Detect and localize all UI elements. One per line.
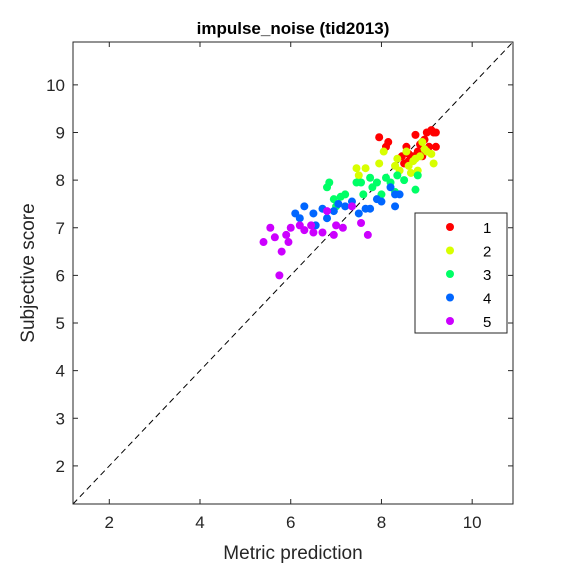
data-point-series-2	[427, 149, 436, 158]
data-point-series-4	[309, 209, 318, 218]
legend-marker-4	[446, 293, 454, 302]
y-tick-label: 4	[56, 362, 65, 381]
data-point-series-3	[372, 178, 381, 187]
y-tick-label: 6	[56, 266, 65, 285]
data-point-series-2	[418, 138, 427, 147]
legend-label-4: 4	[483, 291, 491, 308]
legend-label-5: 5	[483, 314, 491, 331]
data-point-series-5	[332, 221, 341, 230]
data-point-series-5	[282, 230, 291, 239]
data-point-series-3	[400, 176, 409, 185]
legend-marker-1	[446, 223, 454, 231]
data-point-series-2	[361, 164, 370, 173]
legend-label-1: 1	[483, 220, 491, 237]
y-tick-label: 2	[56, 457, 65, 476]
x-tick-label: 10	[463, 513, 482, 532]
legend-marker-5	[446, 317, 454, 325]
data-point-series-5	[300, 226, 309, 235]
data-point-series-3	[341, 190, 350, 199]
data-point-series-5	[284, 238, 293, 247]
data-point-series-2	[420, 145, 429, 154]
data-point-series-3	[366, 173, 375, 182]
y-tick-label: 8	[56, 171, 65, 190]
y-axis-label: Subjective score	[18, 203, 39, 342]
data-point-series-1	[375, 133, 384, 142]
diagonal-reference-line	[72, 41, 514, 505]
x-tick-label: 6	[286, 513, 295, 532]
data-point-series-2	[406, 168, 415, 177]
data-point-series-2	[393, 154, 402, 163]
x-tick-label: 4	[195, 513, 204, 532]
data-point-series-5	[347, 202, 356, 211]
data-point-series-4	[295, 214, 304, 223]
data-point-series-4	[366, 204, 375, 213]
y-tick-label: 5	[56, 314, 65, 333]
data-point-series-1	[431, 142, 440, 151]
data-point-series-4	[354, 209, 363, 218]
data-point-series-5	[275, 271, 284, 280]
legend-label-2: 2	[483, 244, 491, 261]
y-tick-label: 7	[56, 219, 65, 238]
data-point-series-5	[270, 233, 279, 242]
axes-box	[72, 41, 514, 505]
data-point-series-3	[413, 171, 422, 180]
data-point-series-2	[429, 159, 438, 168]
data-point-series-5	[329, 230, 338, 239]
y-tick-label: 10	[46, 76, 65, 95]
data-point-series-4	[386, 183, 395, 192]
data-point-series-2	[375, 159, 384, 168]
legend-marker-2	[446, 246, 454, 255]
data-point-series-4	[391, 202, 400, 211]
chart-title: impulse_noise (tid2013)	[197, 19, 390, 38]
legend-label-3: 3	[483, 267, 491, 284]
x-axis-label: Metric prediction	[223, 543, 362, 564]
data-point-series-4	[334, 199, 343, 208]
data-point-series-1	[431, 128, 440, 137]
data-point-series-5	[338, 223, 347, 232]
data-point-series-3	[411, 185, 420, 194]
data-point-series-5	[357, 218, 366, 227]
data-point-series-5	[266, 223, 275, 232]
legend: 1 2 3 4 5	[414, 212, 508, 334]
legend-box	[414, 212, 508, 334]
data-point-series-1	[411, 130, 420, 139]
data-point-series-5	[277, 247, 286, 256]
data-point-series-2	[402, 147, 411, 156]
data-point-series-4	[341, 202, 350, 211]
data-point-series-2	[354, 171, 363, 180]
data-point-series-2	[416, 152, 425, 161]
data-point-series-5	[307, 221, 316, 230]
data-point-series-5	[323, 207, 332, 216]
data-point-series-3	[325, 178, 334, 187]
data-point-series-1	[384, 138, 393, 147]
data-point-series-5	[318, 228, 327, 237]
data-point-series-4	[329, 207, 338, 216]
data-point-series-5	[363, 230, 372, 239]
data-point-series-5	[286, 223, 295, 232]
data-point-series-5	[309, 228, 318, 237]
data-point-series-4	[377, 197, 386, 206]
y-tick-label: 3	[56, 409, 65, 428]
data-point-series-3	[357, 178, 366, 187]
data-point-series-4	[395, 190, 404, 199]
data-point-series-4	[323, 214, 332, 223]
x-tick-label: 2	[105, 513, 114, 532]
y-tick-label: 9	[56, 123, 65, 142]
data-point-series-5	[259, 238, 268, 247]
data-point-series-2	[379, 147, 388, 156]
x-tick-label: 8	[377, 513, 386, 532]
data-point-series-3	[359, 190, 368, 199]
data-point-series-4	[300, 202, 309, 211]
legend-marker-3	[446, 270, 454, 278]
data-point-series-3	[393, 171, 402, 180]
data-point-series-2	[352, 164, 361, 173]
